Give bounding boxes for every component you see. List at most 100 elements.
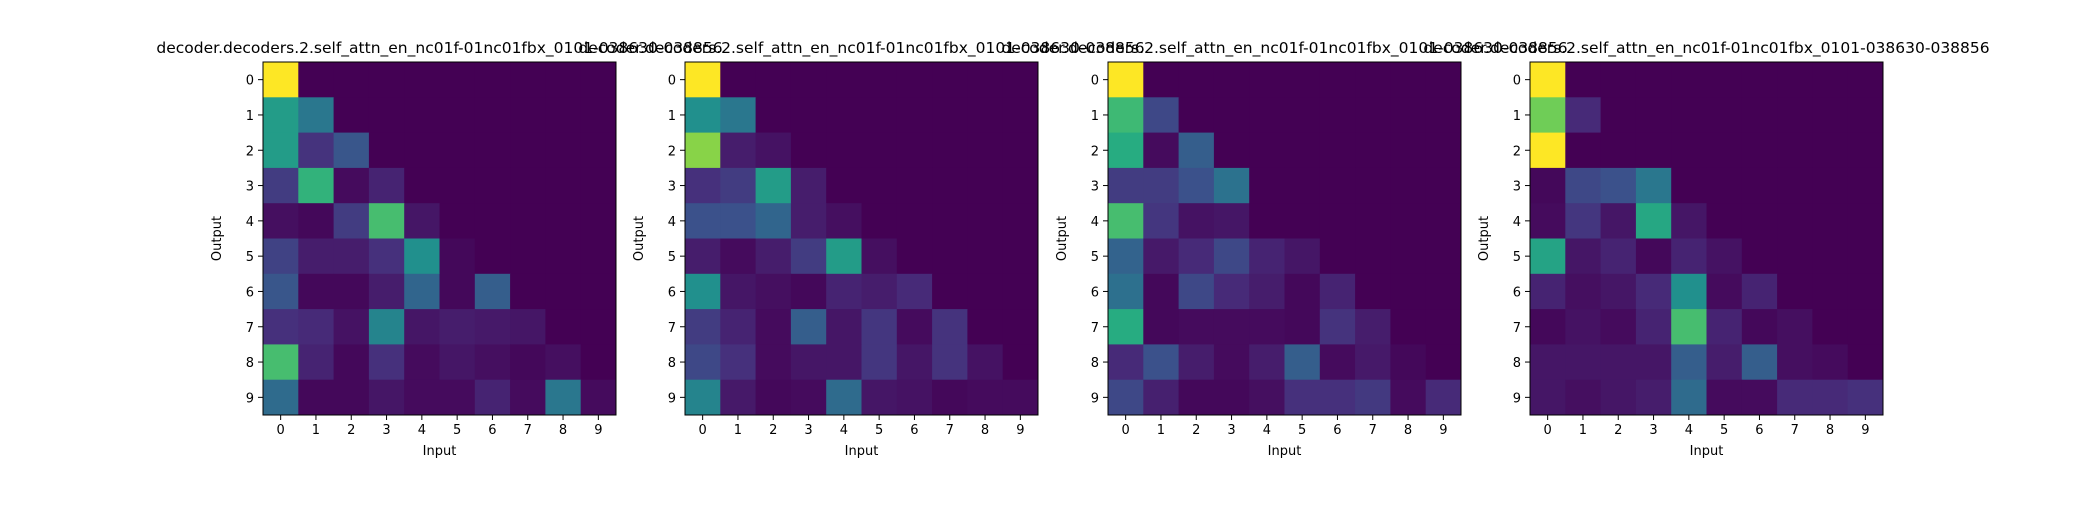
heatmap-cell: [1671, 238, 1707, 275]
y-axis-label: Output: [632, 216, 647, 261]
heatmap-cell: [1600, 97, 1637, 134]
heatmap-cell: [1425, 379, 1462, 416]
x-tick-label: 3: [1649, 423, 1657, 438]
heatmap-cell: [1390, 167, 1427, 204]
heatmap-cell: [1108, 309, 1144, 345]
heatmap-cell: [1108, 379, 1144, 416]
x-tick-label: 1: [1157, 423, 1165, 438]
heatmap-cell: [1706, 203, 1743, 239]
y-tick-label: 8: [1091, 356, 1099, 371]
heatmap-cell: [932, 238, 968, 275]
heatmap-cell: [404, 167, 440, 204]
heatmap-cell: [1706, 273, 1743, 310]
heatmap-cell: [1565, 97, 1602, 134]
heatmap-cell: [1777, 309, 1813, 345]
heatmap-cell: [404, 132, 440, 169]
plot-frame: [1107, 61, 1462, 416]
heatmap-cell: [580, 167, 617, 204]
heatmap-cell: [790, 97, 827, 134]
heatmap-cell: [685, 344, 721, 381]
y-tick-label: 4: [1091, 215, 1099, 230]
heatmap-cell: [967, 238, 1004, 275]
heatmap-cell: [1741, 167, 1778, 204]
heatmap-cell: [439, 62, 476, 98]
heatmap-cell: [861, 132, 898, 169]
heatmap-cell: [1213, 344, 1250, 381]
heatmap-cell: [1565, 167, 1602, 204]
heatmap-cell: [1741, 379, 1778, 416]
heatmap-cell: [1284, 379, 1321, 416]
heatmap-cell: [263, 344, 299, 381]
heatmap-cell: [861, 203, 898, 239]
heatmap-cell: [545, 62, 582, 98]
heatmap-cell: [474, 62, 511, 98]
heatmap-cell: [1671, 132, 1707, 169]
x-tick-label: 6: [488, 423, 496, 438]
heatmap-cell: [1777, 97, 1813, 134]
heatmap-cell: [545, 238, 582, 275]
heatmap-cell: [1178, 273, 1215, 310]
heatmap-cell: [510, 97, 546, 134]
heatmap-cell: [1284, 273, 1321, 310]
heatmap-cell: [1812, 62, 1849, 98]
x-tick-label: 3: [382, 423, 390, 438]
heatmap-cell: [1812, 203, 1849, 239]
heatmap-cell: [368, 203, 405, 239]
heatmap-cell: [545, 132, 582, 169]
heatmap-cell: [1178, 203, 1215, 239]
heatmap-cell: [1355, 132, 1391, 169]
heatmap-cell: [545, 344, 582, 381]
heatmap-cell: [298, 62, 335, 98]
heatmap-cell: [368, 309, 405, 345]
heatmap-cell: [1390, 97, 1427, 134]
heatmap-cell: [1812, 273, 1849, 310]
x-tick-label: 8: [559, 423, 567, 438]
heatmap-cell: [368, 379, 405, 416]
heatmap-cell: [1777, 62, 1813, 98]
heatmap-cell: [263, 132, 299, 169]
heatmap-cell: [1355, 238, 1391, 275]
x-tick-label: 7: [1791, 423, 1799, 438]
heatmap-cell: [1002, 273, 1039, 310]
heatmap-cell: [1249, 203, 1285, 239]
heatmap-cell: [1178, 344, 1215, 381]
heatmap-cell: [1741, 97, 1778, 134]
heatmap-cell: [720, 238, 757, 275]
heatmap-cell: [474, 273, 511, 310]
y-tick-label: 6: [668, 285, 676, 300]
heatmap-cell: [1565, 238, 1602, 275]
heatmap-cell: [1635, 238, 1672, 275]
y-tick-label: 7: [1091, 321, 1099, 336]
heatmap-cell: [1213, 309, 1250, 345]
heatmap-cell: [1284, 344, 1321, 381]
heatmap-cell: [1777, 132, 1813, 169]
heatmap-cell: [1108, 62, 1144, 98]
heatmap-cell: [1178, 62, 1215, 98]
heatmap-cell: [1319, 379, 1356, 416]
heatmap-cell: [510, 132, 546, 169]
heatmap-cell: [1249, 97, 1285, 134]
heatmap-cell: [1812, 132, 1849, 169]
heatmap-cell: [1002, 62, 1039, 98]
y-tick-label: 9: [246, 391, 254, 406]
heatmap-cell: [404, 238, 440, 275]
y-tick-label: 3: [1091, 180, 1099, 195]
x-tick-label: 0: [1122, 423, 1130, 438]
y-tick-label: 9: [1091, 391, 1099, 406]
heatmap-cell: [1319, 167, 1356, 204]
y-tick-label: 1: [246, 109, 254, 124]
heatmap-cell: [1178, 132, 1215, 169]
heatmap-cell: [1213, 379, 1250, 416]
heatmap-cell: [1565, 344, 1602, 381]
y-tick-label: 5: [668, 250, 676, 265]
heatmap-cell: [1143, 309, 1180, 345]
heatmap-cell: [404, 344, 440, 381]
y-tick-label: 1: [1091, 109, 1099, 124]
heatmap-cell: [1812, 238, 1849, 275]
heatmap-cell: [896, 167, 933, 204]
heatmap-cell: [1178, 379, 1215, 416]
heatmap-cell: [298, 379, 335, 416]
heatmap-cell: [580, 203, 617, 239]
heatmap-cell: [1284, 167, 1321, 204]
y-tick-label: 5: [1513, 250, 1521, 265]
